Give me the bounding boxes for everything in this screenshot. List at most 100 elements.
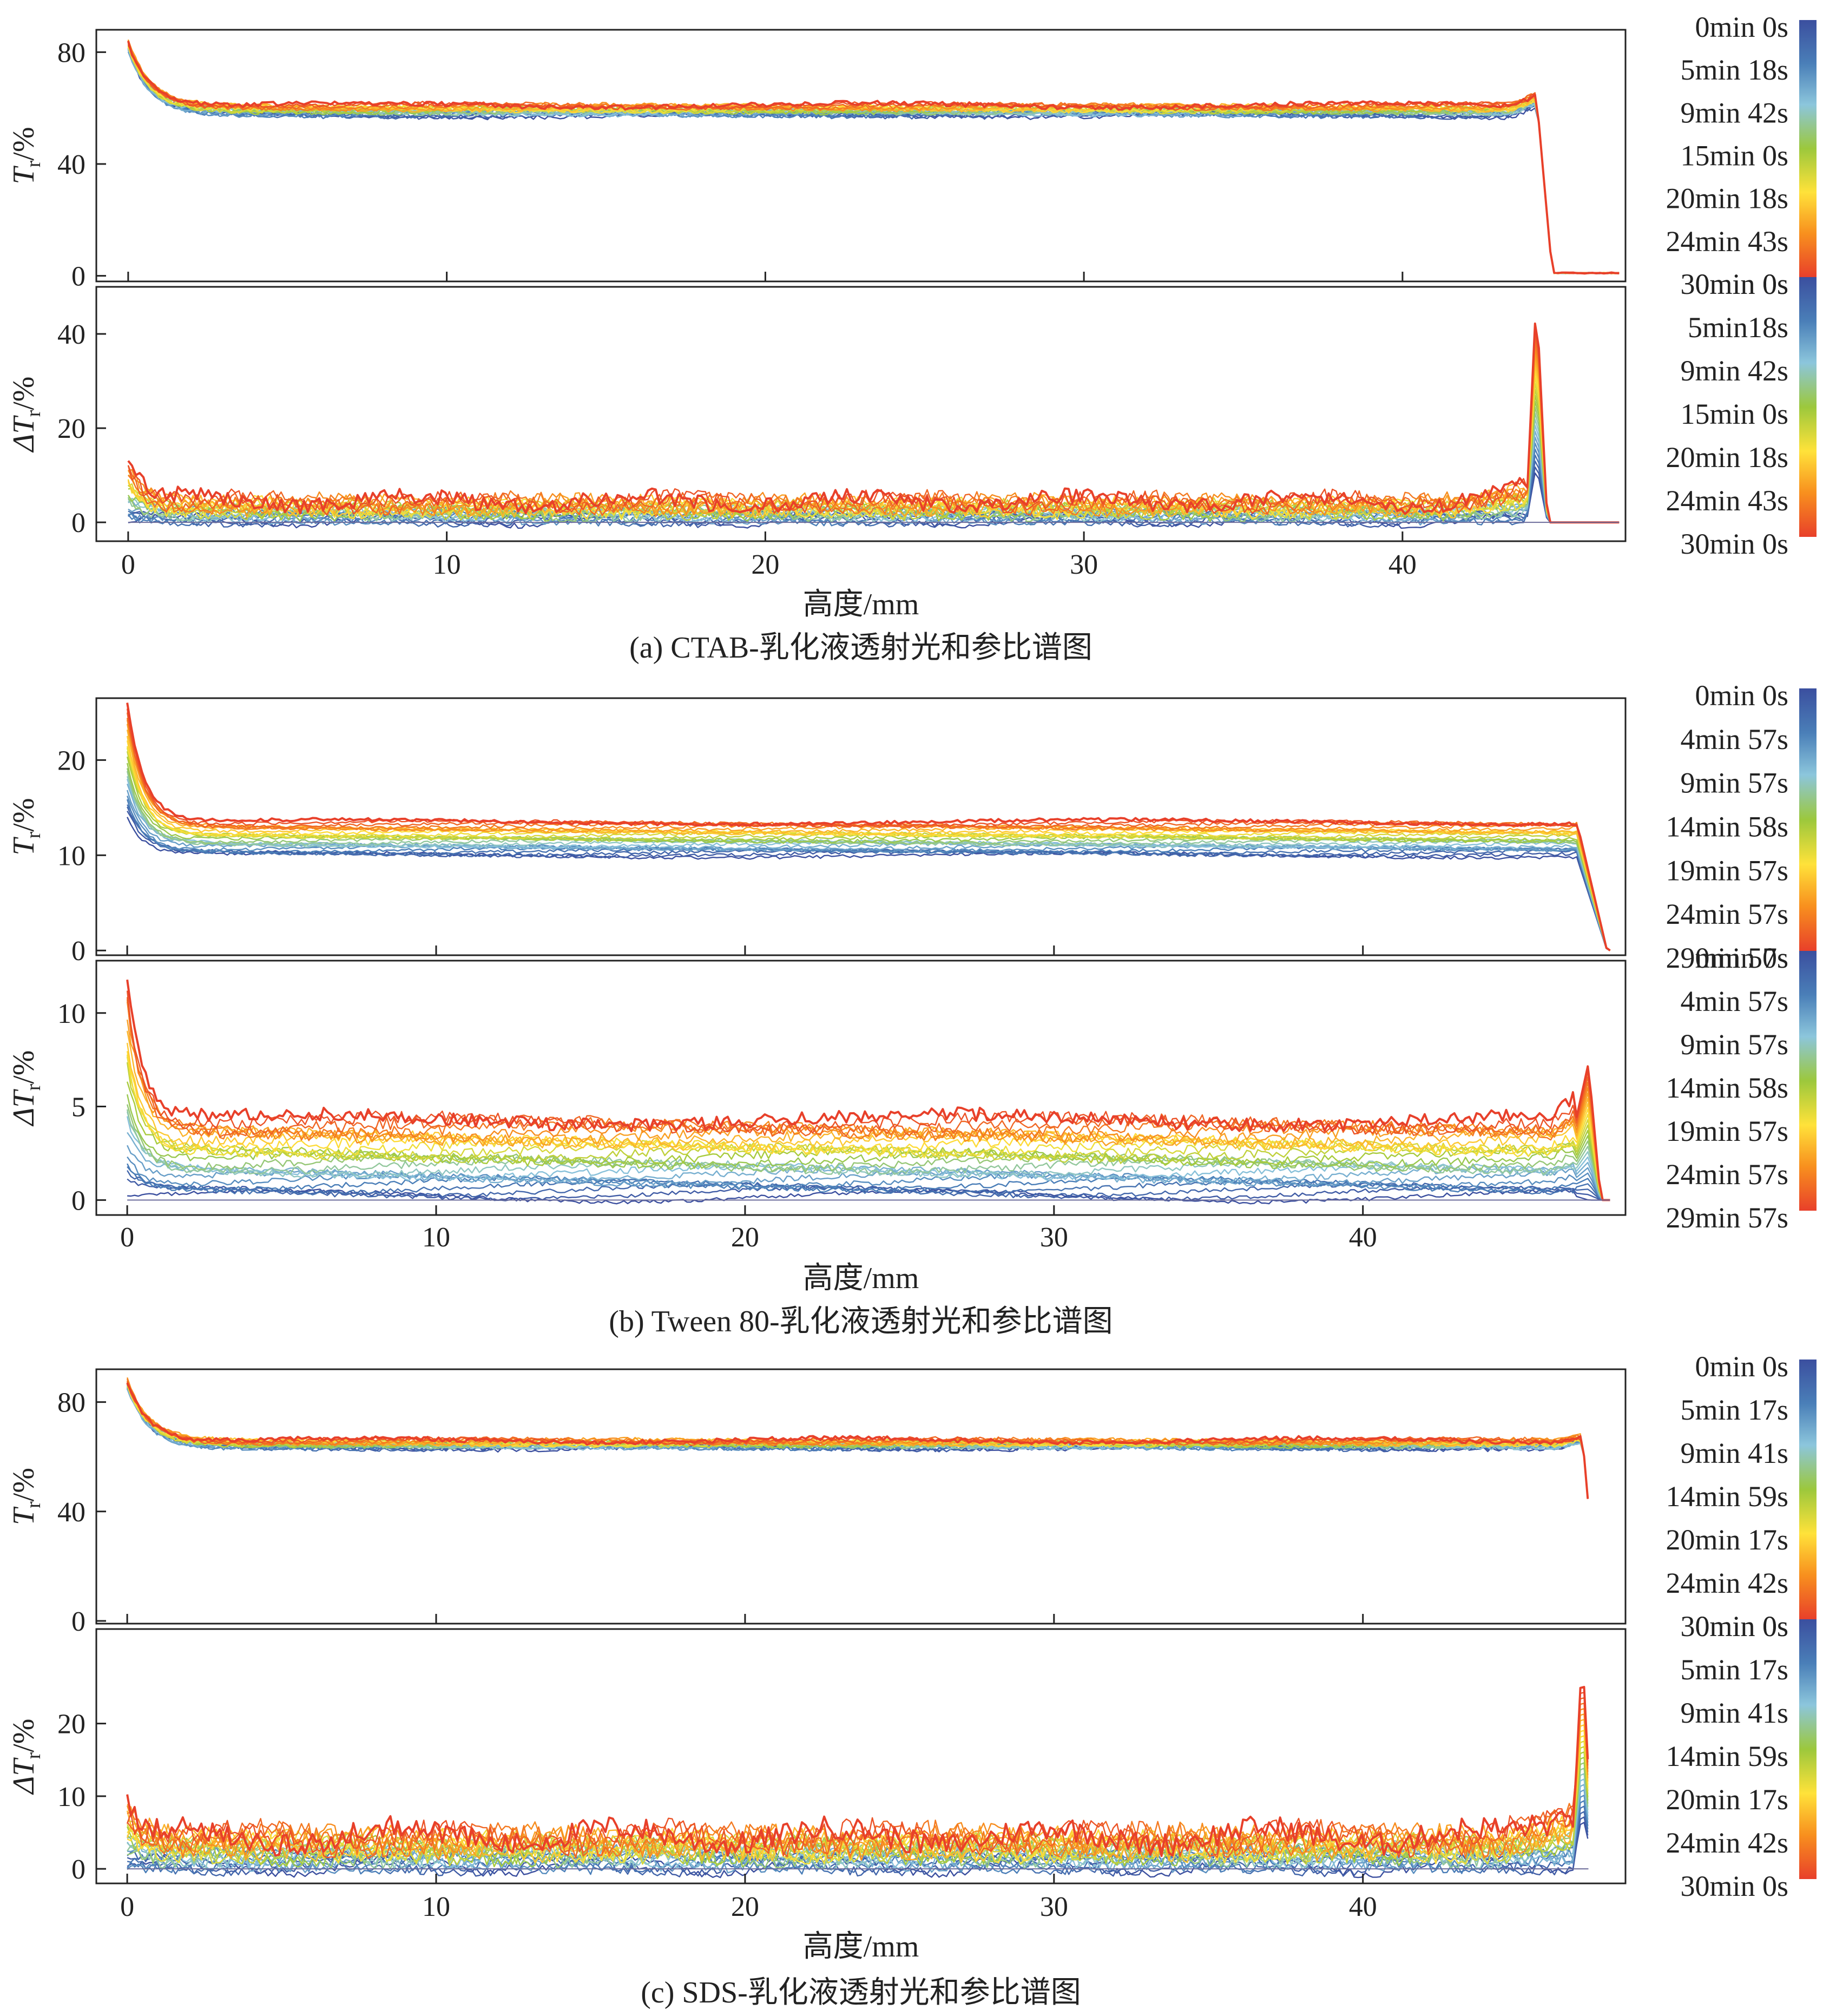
plot-frame xyxy=(95,960,1627,1216)
series-line-9 xyxy=(126,776,1611,951)
legend-label: 20min 17s xyxy=(1666,1783,1788,1816)
figure-caption: (a) CTAB-乳化液透射光和参比谱图 xyxy=(629,631,1093,665)
delta-transmission-plot-c: 0 10 20 ΔTr/% 0min 0s 5min 17s 9min 41s 14min 5… xyxy=(7,1610,1817,1922)
legend-label: 0min 0s xyxy=(1695,679,1788,712)
x-tick-label: 20 xyxy=(731,1222,759,1253)
series-line-24 xyxy=(127,44,1620,274)
y-axis-title-sub: r xyxy=(22,410,45,417)
series-line-15 xyxy=(126,747,1611,951)
legend-label: 9min 42s xyxy=(1680,354,1788,387)
legend-label: 9min 41s xyxy=(1680,1697,1788,1729)
y-axis-title-sub: r xyxy=(22,1501,45,1508)
series-line-22 xyxy=(126,1378,1589,1499)
legend-label: 5min 18s xyxy=(1680,54,1788,86)
y-axis-title: ΔTr/% xyxy=(7,1050,45,1127)
legend-label: 9min 41s xyxy=(1680,1437,1788,1469)
x-tick-label: 30 xyxy=(1040,1892,1068,1922)
series-line-7 xyxy=(127,49,1620,274)
series-line-24 xyxy=(126,708,1611,951)
legend-label: 30min 0s xyxy=(1680,268,1788,300)
y-axis-title: Tr/% xyxy=(7,798,45,855)
series-line-6 xyxy=(127,48,1620,274)
colorbar xyxy=(1799,277,1817,537)
y-tick-label: 10 xyxy=(57,840,85,871)
delta-transmission-plot-b: 0 5 10 ΔTr/% 0min 0s 4min 57s 9min 57s 14min 58… xyxy=(7,942,1817,1253)
plot-frame xyxy=(95,1368,1627,1625)
x-tick-label: 40 xyxy=(1349,1222,1377,1253)
series-line-10 xyxy=(126,1109,1610,1201)
legend-label: 14min 59s xyxy=(1666,1480,1788,1513)
y-tick-label: 0 xyxy=(71,1606,85,1637)
y-tick-label: 0 xyxy=(71,261,85,292)
legend-label: 24min 43s xyxy=(1666,225,1788,258)
series-line-13 xyxy=(126,1081,1610,1201)
legend-label: 0min 0s xyxy=(1695,1350,1788,1383)
legend-label: 14min 59s xyxy=(1666,1740,1788,1772)
series-line-23 xyxy=(127,334,1620,523)
series-line-1 xyxy=(127,48,1620,274)
y-axis-title-sub: r xyxy=(22,1752,45,1759)
series-line-10 xyxy=(126,771,1611,951)
y-tick-label: 0 xyxy=(71,1185,85,1216)
y-axis-title-suffix: /% xyxy=(7,798,41,831)
legend-label: 24min 57s xyxy=(1666,898,1788,930)
plot-frame xyxy=(95,286,1627,542)
delta-transmission-plot-a: 0 20 40 ΔTr/% 0min 0s 5min18s 9min 42s 15min 0s… xyxy=(7,268,1817,580)
series-line-4 xyxy=(127,49,1620,274)
legend-label: 30min 0s xyxy=(1680,528,1788,560)
x-tick-label: 0 xyxy=(120,1222,134,1253)
series-line-16 xyxy=(126,746,1611,951)
legend-label: 4min 57s xyxy=(1680,985,1788,1017)
series-line-5 xyxy=(127,51,1620,274)
y-tick-label: 80 xyxy=(57,37,85,68)
series-line-8 xyxy=(127,48,1620,274)
series-line-25 xyxy=(126,979,1610,1201)
x-tick-label: 30 xyxy=(1040,1222,1068,1253)
series-line-24 xyxy=(126,990,1610,1201)
series-line-11 xyxy=(126,768,1611,951)
legend-label: 24min 43s xyxy=(1666,484,1788,517)
series-line-17 xyxy=(127,47,1620,274)
legend-label: 0min 0s xyxy=(1695,268,1788,300)
legend-label: 14min 58s xyxy=(1666,811,1788,843)
x-tick-label: 10 xyxy=(422,1892,450,1922)
series-line-16 xyxy=(126,1054,1610,1201)
y-axis-title-main: T xyxy=(7,166,41,185)
y-tick-label: 10 xyxy=(57,999,85,1029)
x-tick-label: 20 xyxy=(751,549,779,580)
y-tick-label: 0 xyxy=(71,1854,85,1885)
x-tick-label: 20 xyxy=(731,1892,759,1922)
y-axis-title-suffix: /% xyxy=(7,1719,41,1752)
x-tick-label: 0 xyxy=(120,1892,134,1922)
series-line-18 xyxy=(127,45,1620,274)
series-line-6 xyxy=(126,790,1611,951)
series-line-25 xyxy=(127,41,1620,275)
series-line-13 xyxy=(127,43,1620,274)
series-line-23 xyxy=(127,43,1620,274)
x-tick-label: 30 xyxy=(1070,549,1098,580)
legend-label: 15min 0s xyxy=(1680,398,1788,430)
y-tick-label: 40 xyxy=(57,319,85,350)
series-line-22 xyxy=(127,1702,1589,1859)
series-line-22 xyxy=(127,41,1620,274)
series-line-25 xyxy=(126,1382,1589,1499)
series-line-25 xyxy=(126,702,1611,951)
legend-label: 4min 57s xyxy=(1680,723,1788,756)
y-axis-title-main: ΔT xyxy=(7,1757,41,1795)
colorbar xyxy=(1799,1619,1817,1879)
y-axis-title-main: T xyxy=(7,837,41,856)
series-line-3 xyxy=(127,48,1620,274)
y-axis-title-main: ΔT xyxy=(7,1089,41,1127)
colorbar xyxy=(1799,20,1817,277)
y-axis-title-main: T xyxy=(7,1506,41,1525)
series-line-22 xyxy=(127,340,1620,523)
series-line-15 xyxy=(127,47,1620,274)
y-tick-label: 20 xyxy=(57,745,85,776)
y-tick-label: 40 xyxy=(57,149,85,180)
series-line-25 xyxy=(126,1686,1589,1857)
legend-label: 29min 57s xyxy=(1666,942,1788,974)
transmission-plot-c: 0 40 80 Tr/% 0min 0s 5min 17s 9min 41s 14min 59… xyxy=(7,1350,1817,1643)
legend-label: 19min 57s xyxy=(1666,854,1788,886)
